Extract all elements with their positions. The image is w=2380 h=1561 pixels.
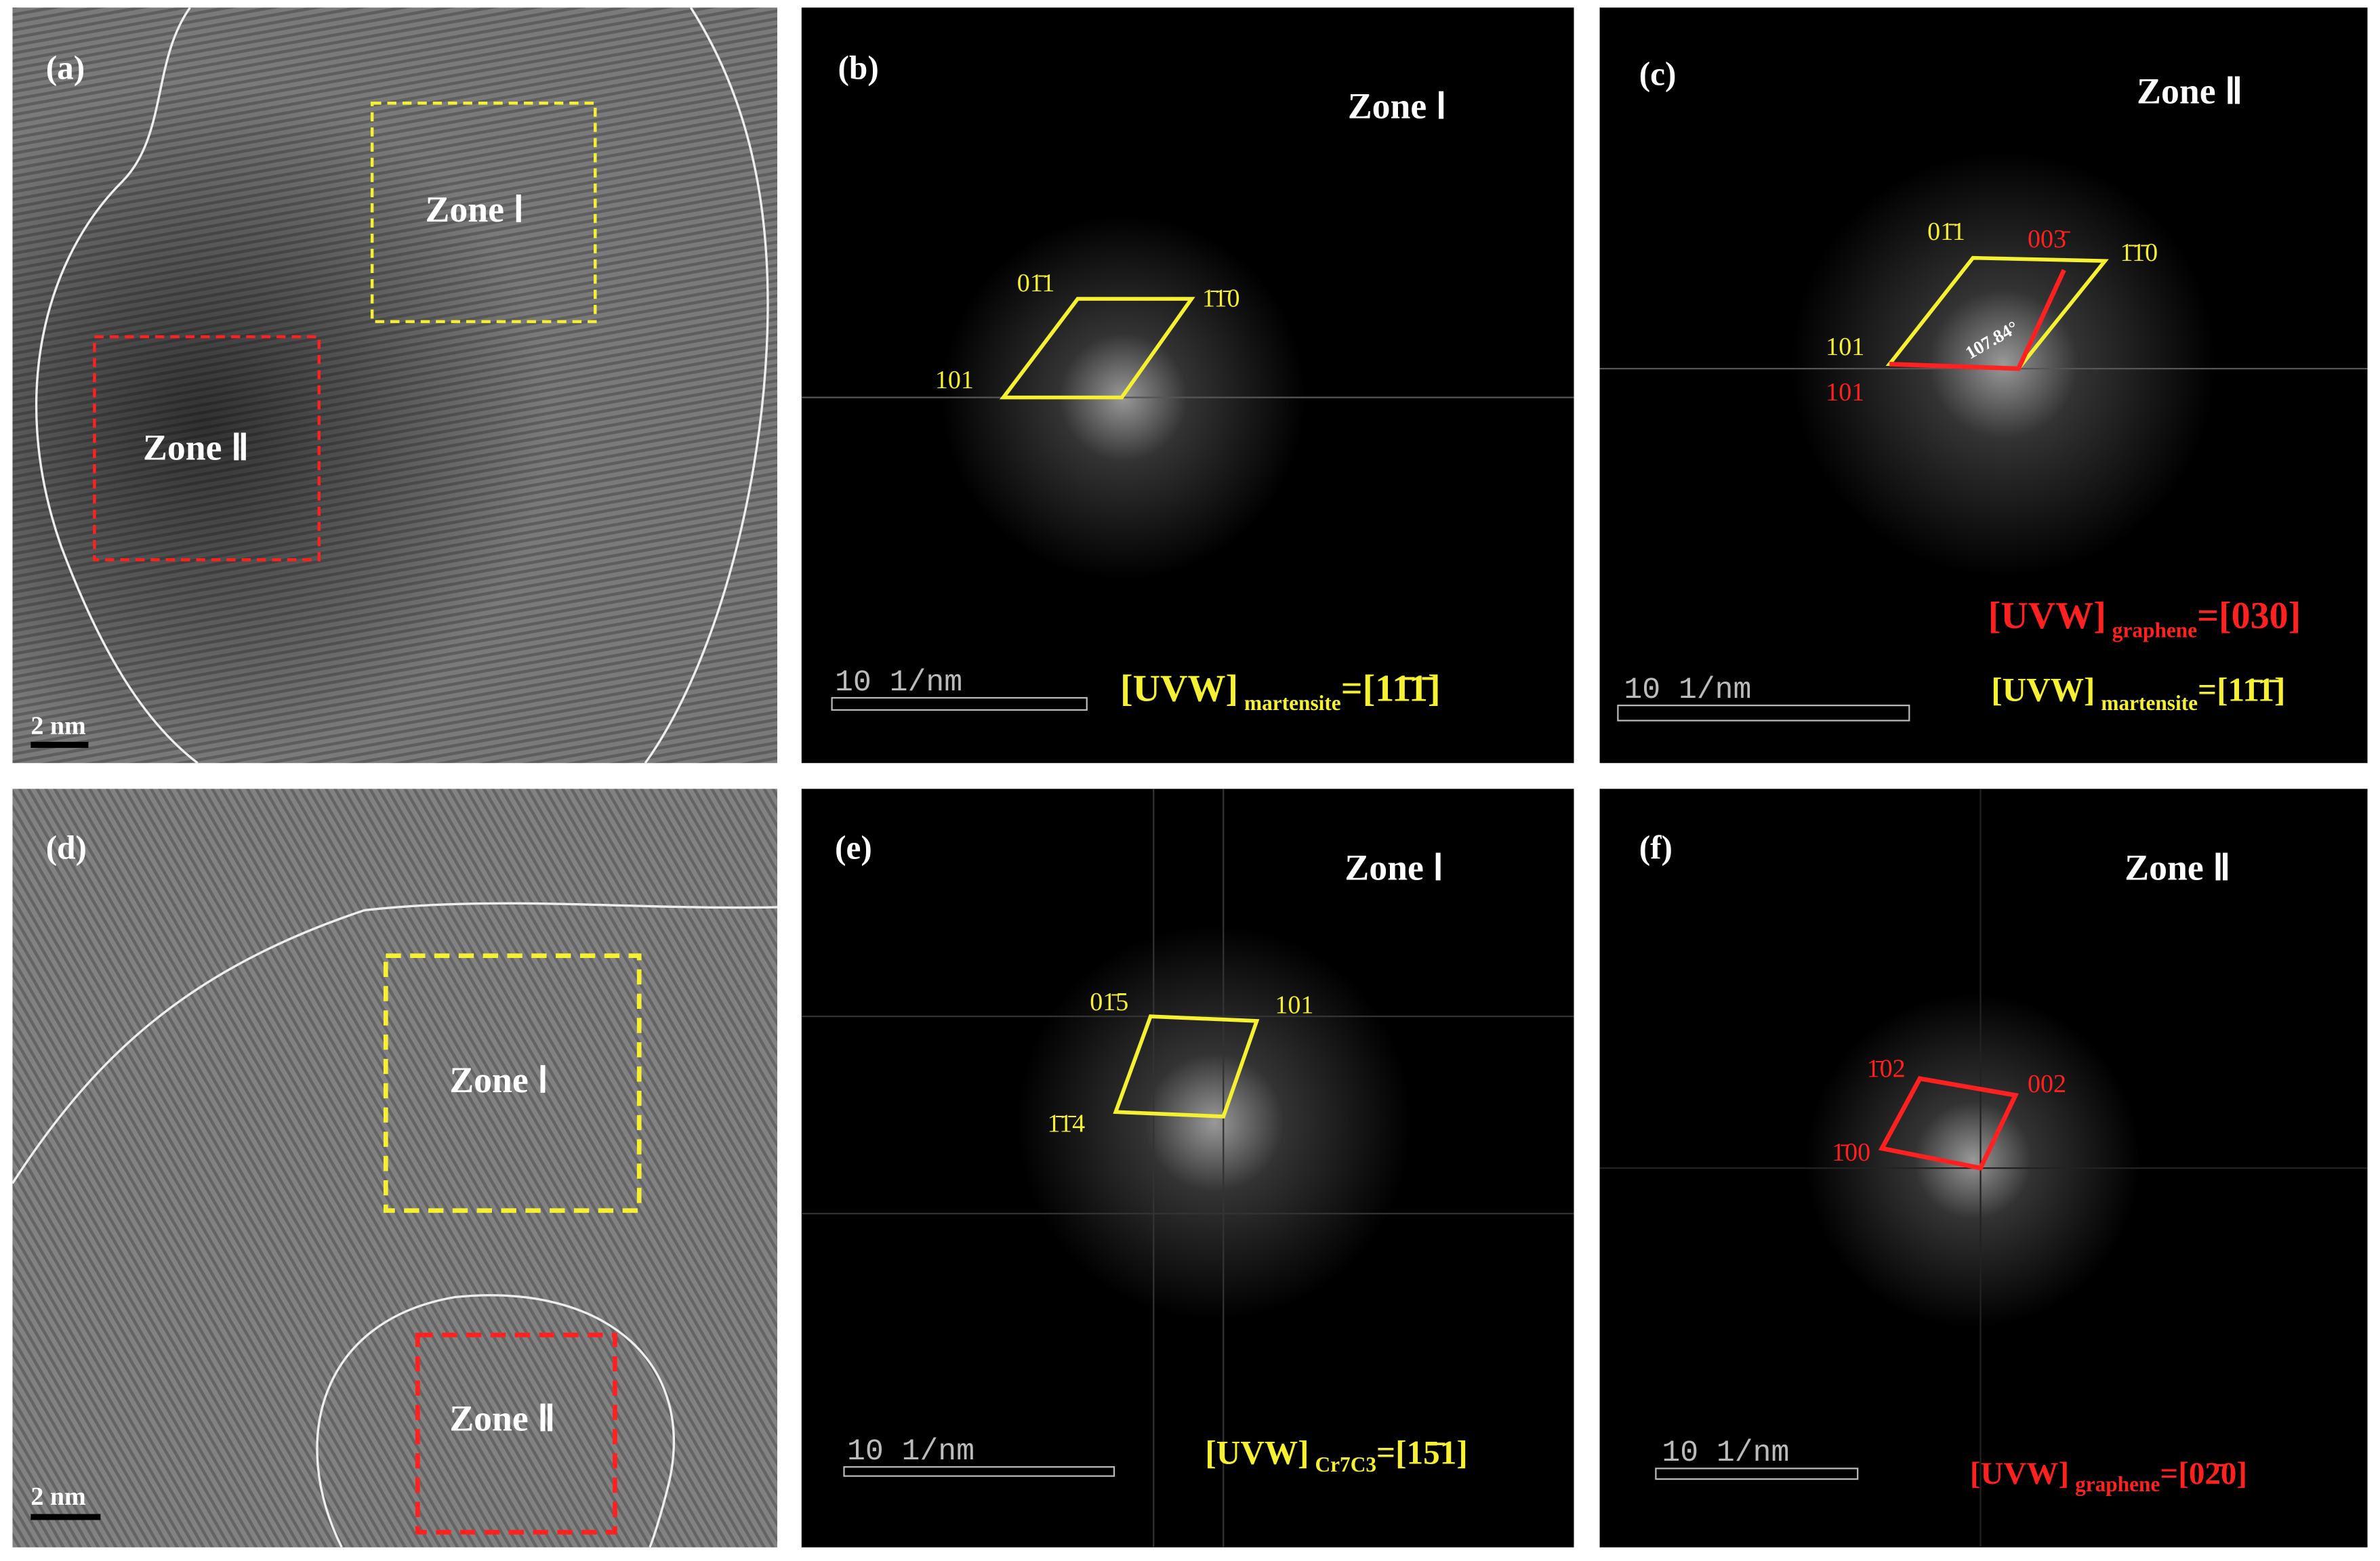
outline — [35, 7, 769, 764]
index-label: 01̄1 — [1927, 217, 1965, 246]
uvw-sub: graphene — [2112, 618, 2197, 642]
panel-label: (b) — [838, 49, 879, 86]
uvw-value: =[15̄1] — [1376, 1434, 1468, 1472]
shade — [12, 7, 777, 764]
outline — [316, 1294, 675, 1548]
index-label: 101 — [1826, 378, 1864, 407]
index-label: 1̄1̄0 — [2120, 238, 2158, 267]
uvw: [UVW] — [1970, 1456, 2069, 1491]
panel-b: (b) Zone Ⅰ 01̄1 1̄1̄0 101 10 1/nm [UVW] m… — [801, 7, 1574, 764]
lattice-vectors — [1889, 269, 2066, 371]
zone-title: Zone Ⅱ — [2125, 848, 2230, 888]
zone-axis: [UVW] Cr7C3=[15̄1] — [1205, 1434, 1467, 1476]
uvw-value: =[030] — [2197, 595, 2301, 637]
index-label: 1̄00 — [1832, 1138, 1870, 1167]
zone-box — [370, 102, 597, 323]
lattice-cell — [999, 297, 1195, 400]
uvw: [UVW] — [1991, 671, 2095, 708]
index-label: 1̄1̄4 — [1048, 1109, 1086, 1138]
panel-label: (d) — [46, 829, 87, 866]
zone-axis: [UVW] graphene=[02̄0] — [1970, 1456, 2247, 1496]
zone-axis: [UVW] graphene=[030] — [1988, 595, 2301, 642]
panel-f: (f) Zone Ⅱ 1̄02 002 1̄00 10 1/nm [UVW] gr… — [1599, 789, 2368, 1547]
zone-axis: [UVW] martensite=[11̄1̄] — [1991, 671, 2285, 714]
glow — [1017, 925, 1412, 1320]
uvw: [UVW] — [1205, 1434, 1309, 1472]
index-label: 101 — [1275, 991, 1313, 1020]
panel-label: (e) — [835, 829, 872, 866]
uvw-value: =[11̄1̄] — [1341, 667, 1441, 709]
zone-label: Zone Ⅰ — [426, 189, 525, 230]
uvw-sub: graphene — [2075, 1472, 2160, 1496]
panel-label: (c) — [1639, 55, 1677, 92]
scale-bar-label: 2 nm — [30, 1482, 86, 1511]
index-label: 002 — [2028, 1070, 2066, 1098]
zone-title: Zone Ⅰ — [1348, 86, 1447, 127]
glow — [1790, 151, 2216, 577]
lattice-cell — [1878, 1076, 2019, 1171]
scale-bar-label: 10 1/nm — [1662, 1436, 1789, 1470]
glow — [1806, 993, 2140, 1328]
panel-e: (e) Zone Ⅰ 01̄5 101 1̄1̄4 10 1/nm [UVW] C… — [801, 789, 1574, 1547]
scale-bar-label: 2 nm — [30, 712, 86, 741]
scale-bar-label: 10 1/nm — [835, 666, 962, 700]
uvw-value: =[11̄1̄] — [2198, 671, 2285, 708]
zone-box — [415, 1333, 617, 1535]
index-label: 1̄1̄0 — [1202, 284, 1240, 312]
scale-bar — [1655, 1468, 1859, 1480]
zone-axis: [UVW] martensite=[11̄1̄] — [1120, 667, 1441, 714]
zone-label: Zone Ⅱ — [449, 1398, 555, 1438]
index-label: 1̄02 — [1867, 1055, 1906, 1083]
lattice-cell — [1113, 1014, 1260, 1119]
zone-box — [383, 953, 642, 1213]
index-label: 003̄ — [2028, 225, 2070, 253]
panel-label: (f) — [1639, 829, 1673, 866]
uvw-sub: Cr7C3 — [1315, 1453, 1376, 1476]
zone-label: Zone Ⅱ — [143, 427, 249, 467]
uvw: [UVW] — [1120, 667, 1238, 709]
index-label: 101 — [1826, 333, 1864, 361]
uvw-sub: martensite — [1244, 691, 1341, 715]
uvw: [UVW] — [1988, 595, 2106, 637]
index-label: 01̄1 — [1017, 269, 1055, 297]
scale-bar — [843, 1466, 1115, 1477]
panel-c: (c) Zone Ⅱ 01̄1 003̄ 1̄1̄0 101 101 107.8… — [1599, 7, 2368, 764]
uvw-sub: martensite — [2101, 691, 2198, 715]
tem-image — [12, 789, 777, 1547]
panel-a: (a) Zone Ⅰ Zone Ⅱ 2 nm — [12, 7, 777, 764]
zone-label: Zone Ⅰ — [449, 1060, 548, 1100]
panel-d: (d) Zone Ⅰ Zone Ⅱ 2 nm — [12, 789, 778, 1548]
zone-title: Zone Ⅱ — [2137, 70, 2242, 111]
panel-label: (a) — [46, 49, 85, 86]
outline — [12, 902, 778, 1184]
index-label: 101 — [935, 366, 974, 394]
scale-bar — [1617, 705, 1910, 722]
scale-bar-label: 10 1/nm — [847, 1435, 974, 1469]
zone-title: Zone Ⅰ — [1345, 848, 1443, 888]
uvw-value: =[02̄0] — [2160, 1456, 2247, 1491]
index-label: 01̄5 — [1090, 988, 1128, 1016]
scale-bar — [831, 696, 1088, 711]
scale-bar-label: 10 1/nm — [1624, 673, 1751, 707]
zone-box — [93, 335, 321, 562]
